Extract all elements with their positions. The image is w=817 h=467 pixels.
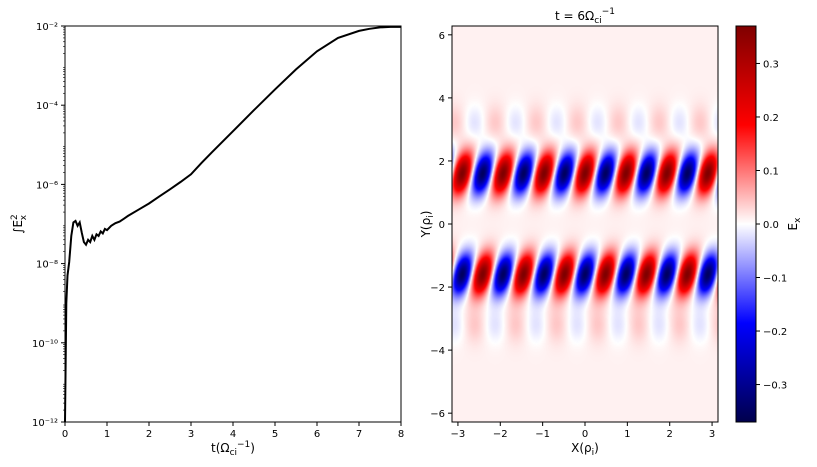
heatmap-x-tick-label: 0	[582, 429, 588, 440]
left-x-tick-label: 0	[62, 429, 68, 440]
heatmap-y-tick-label: 6	[439, 31, 445, 42]
left-y-axis-label: ∫E2x	[10, 214, 29, 234]
colorbar-tick-label: 0.3	[763, 59, 779, 70]
right-panel: t = 6Ωci−1 −3 −2 −1 0 1 2 3 −6 −4 −2 0 2 4 6 X(ρi) Y…	[419, 7, 719, 458]
left-y-tick-label: 10⁻⁶	[36, 180, 58, 191]
heatmap-x-tick-label: 2	[667, 429, 673, 440]
heatmap-image	[452, 26, 718, 422]
colorbar-gradient	[735, 25, 757, 423]
heatmap-x-tick-label: −2	[493, 429, 508, 440]
heatmap-x-tick-label: 3	[709, 429, 715, 440]
left-y-tick-label: 10⁻⁴	[36, 101, 58, 112]
heatmap-x-tick-label: −3	[451, 429, 466, 440]
heatmap-y-tick-label: 0	[439, 220, 445, 231]
left-y-tick-label: 10⁻²	[36, 22, 58, 33]
left-x-axis-label: t(Ωci−1)	[211, 440, 255, 458]
heatmap-y-tick-label: −4	[430, 346, 445, 357]
left-y-ticks: 10⁻¹² 10⁻¹⁰ 10⁻⁸ 10⁻⁶ 10⁻⁴ 10⁻²	[32, 22, 65, 429]
heatmap-x-ticks: −3 −2 −1 0 1 2 3	[451, 422, 715, 440]
colorbar-label: Ex	[786, 217, 803, 231]
energy-growth-line	[64, 25, 401, 423]
left-y-tick-label: 10⁻¹²	[32, 418, 58, 429]
heatmap-y-tick-label: 4	[439, 94, 445, 105]
colorbar-tick-label: −0.1	[763, 274, 787, 285]
heatmap-x-tick-label: 1	[624, 429, 630, 440]
heatmap-y-tick-label: −2	[430, 283, 445, 294]
left-x-tick-label: 8	[398, 429, 404, 440]
heatmap-x-tick-label: −1	[535, 429, 550, 440]
left-plot-area	[65, 26, 401, 422]
left-x-tick-label: 7	[356, 429, 362, 440]
colorbar-tick-label: 0.1	[763, 166, 779, 177]
heatmap-y-ticks: −6 −4 −2 0 2 4 6	[430, 31, 452, 420]
left-x-tick-label: 1	[104, 429, 110, 440]
heatmap-x-axis-label: X(ρi)	[571, 441, 599, 458]
heatmap-y-tick-label: −6	[430, 409, 445, 420]
left-x-tick-label: 4	[230, 429, 236, 440]
left-x-tick-label: 2	[146, 429, 152, 440]
colorbar-tick-label: −0.3	[763, 381, 787, 392]
colorbar-tick-label: 0.0	[763, 220, 779, 231]
colorbar: −0.3 −0.2 −0.1 0.0 0.1 0.2 0.3 Ex	[735, 25, 803, 423]
colorbar-tick-label: 0.2	[763, 113, 779, 124]
left-panel: 0 1 2 3 4 5 6 7 8 10⁻¹² 10⁻¹⁰ 10⁻⁸ 10⁻⁶ 10⁻⁴ 10⁻² t(Ω…	[10, 22, 404, 458]
left-x-tick-label: 6	[314, 429, 320, 440]
heatmap-title: t = 6Ωci−1	[555, 7, 615, 26]
left-y-tick-label: 10⁻¹⁰	[32, 339, 58, 350]
left-y-tick-label: 10⁻⁸	[36, 260, 58, 271]
left-x-tick-label: 3	[188, 429, 194, 440]
left-plot-frame	[64, 25, 402, 423]
left-x-ticks: 0 1 2 3 4 5 6 7 8	[62, 422, 404, 440]
heatmap-y-tick-label: 2	[439, 157, 445, 168]
colorbar-ticks: −0.3 −0.2 −0.1 0.0 0.1 0.2 0.3	[756, 59, 787, 392]
colorbar-tick-label: −0.2	[763, 327, 787, 338]
left-x-tick-label: 5	[272, 429, 278, 440]
heatmap-y-axis-label: Y(ρi)	[419, 211, 436, 239]
